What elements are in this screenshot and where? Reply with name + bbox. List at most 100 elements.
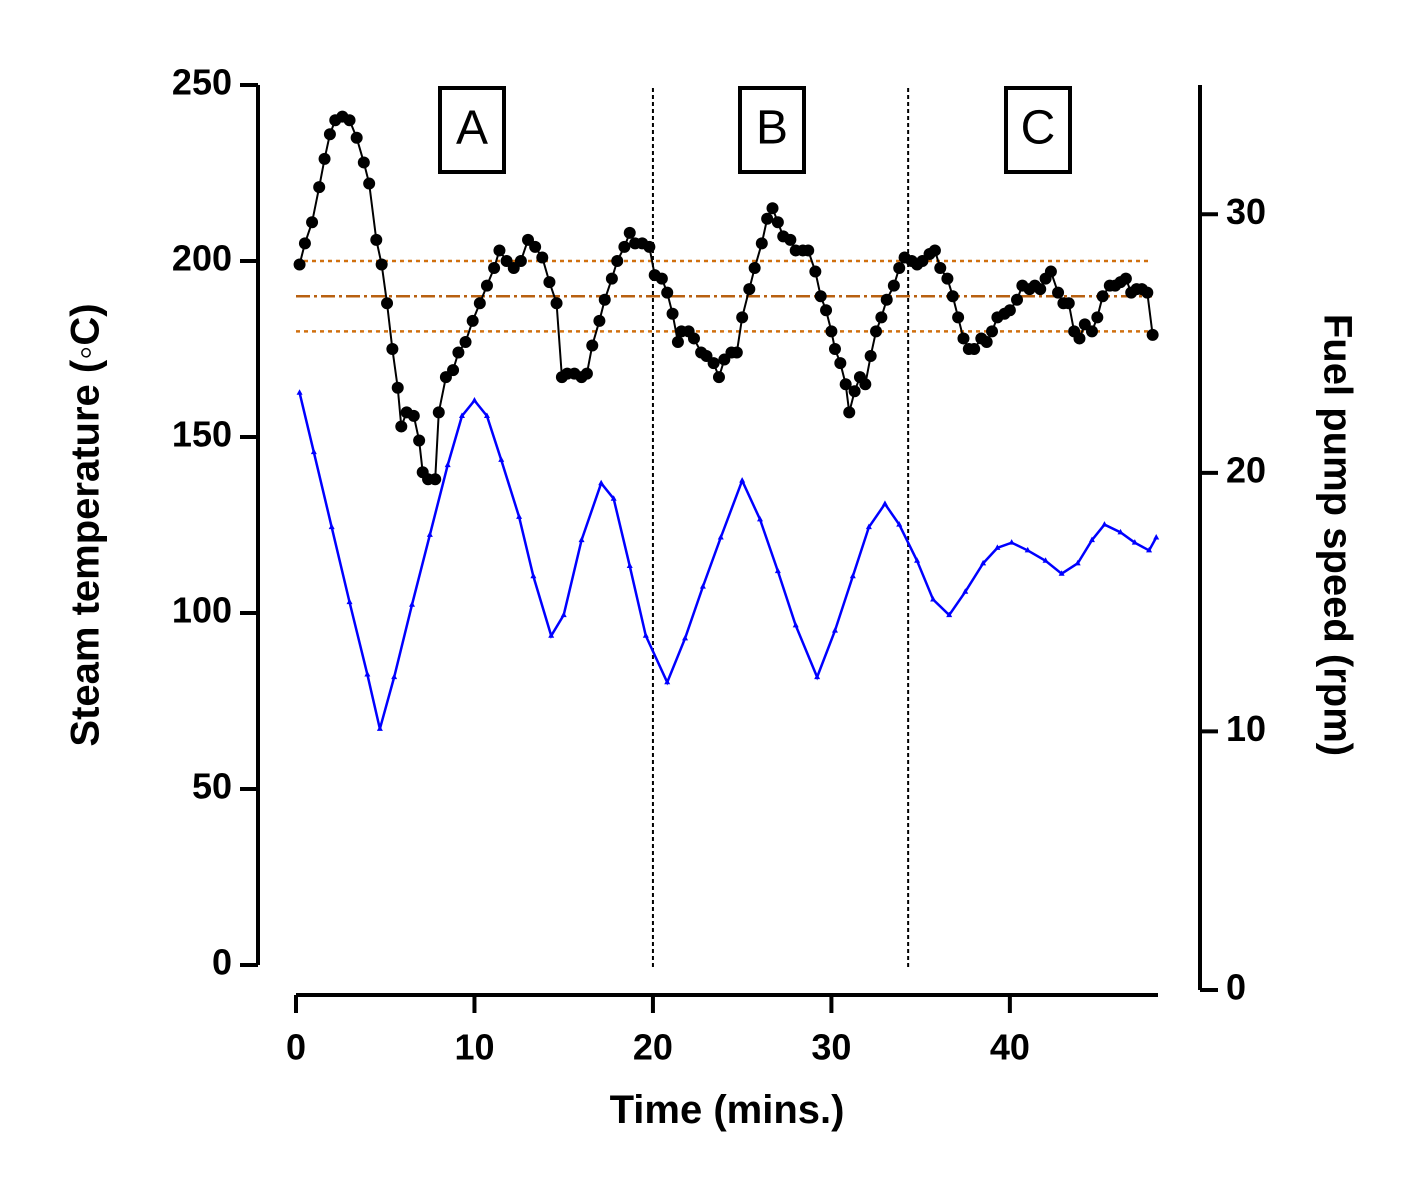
annotation-box <box>438 86 506 174</box>
point <box>739 477 746 483</box>
point <box>774 567 781 574</box>
point <box>1117 528 1124 535</box>
point <box>580 367 593 380</box>
point <box>293 258 306 271</box>
point <box>407 409 420 422</box>
point <box>323 128 336 141</box>
point <box>1052 286 1065 299</box>
point <box>391 673 398 680</box>
series-line <box>298 392 1158 730</box>
point <box>318 152 331 165</box>
point <box>1008 539 1015 545</box>
point <box>941 272 954 285</box>
point <box>887 279 900 292</box>
point <box>661 286 674 299</box>
point <box>1096 290 1109 303</box>
point <box>550 297 563 310</box>
point <box>671 335 684 348</box>
annotation: A <box>438 86 506 174</box>
point <box>986 325 999 338</box>
point <box>432 406 445 419</box>
point <box>792 621 799 628</box>
point <box>994 544 1001 550</box>
point <box>1131 539 1138 545</box>
point <box>757 515 764 522</box>
point <box>483 412 490 418</box>
point <box>1153 534 1160 540</box>
x-tick-label: 30 <box>811 1027 851 1068</box>
point <box>1146 328 1159 341</box>
point <box>391 381 404 394</box>
point <box>1073 332 1086 345</box>
point <box>881 500 888 506</box>
x-tick-label: 10 <box>454 1027 494 1068</box>
point <box>357 156 370 169</box>
point <box>447 364 460 377</box>
annotation-box <box>738 86 806 174</box>
point <box>946 611 953 618</box>
point <box>755 237 768 250</box>
point <box>930 596 937 602</box>
point <box>1119 272 1132 285</box>
point <box>1062 297 1075 310</box>
point <box>1074 559 1081 566</box>
point <box>952 311 965 324</box>
point <box>413 434 426 447</box>
point <box>626 562 633 568</box>
point <box>717 534 724 540</box>
point <box>666 307 679 320</box>
point <box>1088 536 1095 543</box>
y-tick-label: 100 <box>172 590 232 631</box>
point <box>748 262 761 275</box>
point <box>623 226 636 239</box>
point <box>296 389 303 395</box>
point <box>655 272 668 285</box>
point <box>593 314 606 327</box>
point <box>928 244 941 257</box>
point <box>611 255 624 267</box>
annotation-label: B <box>756 102 788 155</box>
point <box>848 385 861 398</box>
point <box>914 557 921 563</box>
point <box>364 671 371 677</box>
y-tick-label: 0 <box>212 942 232 983</box>
y-tick-label: 150 <box>172 414 232 455</box>
point <box>514 255 527 267</box>
point <box>843 406 856 419</box>
point <box>946 290 959 303</box>
point <box>1003 304 1016 317</box>
point <box>426 531 433 537</box>
point <box>1085 325 1098 338</box>
y2-axis-title: Fuel pump speed (rpm) <box>1315 314 1359 756</box>
point <box>610 495 617 501</box>
point <box>643 240 656 253</box>
point <box>699 583 706 589</box>
point <box>839 378 852 391</box>
point <box>480 279 493 292</box>
point <box>934 262 947 275</box>
point <box>968 343 981 355</box>
point <box>473 297 486 310</box>
point <box>376 725 383 731</box>
point <box>712 371 725 384</box>
y-tick-label: 200 <box>172 238 232 279</box>
point <box>865 523 872 530</box>
point <box>802 244 815 257</box>
y-tick-label: 250 <box>172 62 232 103</box>
point <box>618 240 631 253</box>
annotation-label: C <box>1021 102 1056 155</box>
point <box>828 343 841 355</box>
point <box>893 262 906 275</box>
annotation-box <box>1004 86 1072 174</box>
point <box>306 216 319 229</box>
point <box>834 357 847 370</box>
point <box>493 244 506 257</box>
point <box>771 216 784 229</box>
point <box>298 237 311 250</box>
point <box>896 521 903 527</box>
point <box>859 378 872 391</box>
point <box>1091 311 1104 324</box>
point <box>386 343 399 355</box>
x-axis-title: Time (mins.) <box>610 1088 845 1132</box>
